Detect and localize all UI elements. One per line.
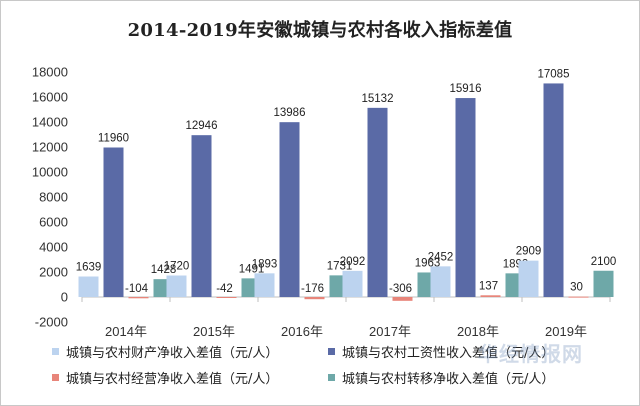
- data-label: 1428: [151, 264, 177, 276]
- x-tick-label: 2018年: [457, 324, 499, 339]
- y-tick-label: 0: [61, 290, 68, 305]
- data-label: 137: [479, 280, 498, 292]
- data-label: 2909: [516, 246, 542, 258]
- bar: [191, 135, 212, 297]
- data-label: -42: [216, 283, 233, 295]
- bar: [430, 266, 451, 297]
- x-tick-label: 2017年: [369, 324, 411, 339]
- x-tick-label: 2019年: [545, 324, 587, 339]
- y-tick-label: 8000: [39, 190, 68, 205]
- x-tick-label: 2016年: [281, 324, 323, 339]
- data-label: 1731: [327, 260, 353, 272]
- data-label: 2452: [428, 251, 454, 263]
- watermark-text: 华经情报网: [478, 342, 583, 366]
- bar: [518, 260, 539, 297]
- bar: [128, 297, 149, 299]
- bar: [166, 275, 187, 297]
- bar: [78, 276, 99, 297]
- legend-swatch-property: [52, 348, 59, 355]
- legend-item-operating: 城镇与农村经营净收入差值（元/人）: [52, 368, 278, 387]
- bar: [455, 98, 476, 297]
- bar: [593, 270, 614, 297]
- bar: [216, 297, 237, 298]
- data-label: -104: [125, 283, 149, 295]
- data-label: 1491: [239, 263, 265, 275]
- y-tick-label: 12000: [32, 140, 68, 155]
- legend-label-transfer: 城镇与农村转移净收入差值（元/人）: [342, 372, 555, 387]
- data-label: 1720: [164, 261, 190, 273]
- legend-item-transfer: 城镇与农村转移净收入差值（元/人）: [328, 368, 554, 387]
- bar: [103, 147, 124, 297]
- legend-swatch-transfer: [328, 374, 335, 381]
- bar: [304, 297, 325, 300]
- legend-item-wage: 城镇与农村工资性收入差值（元/人）: [328, 342, 554, 361]
- legend-swatch-wage: [328, 348, 335, 355]
- bar: [568, 296, 589, 298]
- data-label: 30: [570, 282, 583, 294]
- data-label: 1893: [252, 258, 278, 270]
- bar: [279, 122, 300, 297]
- y-tick-label: 6000: [39, 215, 68, 230]
- x-tick-label: 2015年: [193, 324, 235, 339]
- data-label: 2092: [340, 256, 366, 268]
- data-label: -306: [389, 283, 412, 295]
- legend-item-property: 城镇与农村财产净收入差值（元/人）: [52, 342, 278, 361]
- bar: [254, 273, 275, 297]
- chart-title: 2014-2019年安徽城镇与农村各收入指标差值: [127, 20, 513, 41]
- data-label: 11960: [98, 133, 129, 145]
- y-tick-label: 2000: [39, 265, 68, 280]
- y-tick-label: 18000: [32, 65, 68, 80]
- data-label: 12946: [186, 120, 218, 132]
- legend-label-wage: 城镇与农村工资性收入差值（元/人）: [342, 346, 555, 361]
- data-label: 15132: [362, 93, 394, 105]
- y-tick-label: 14000: [32, 115, 68, 130]
- legend-label-operating: 城镇与农村经营净收入差值（元/人）: [66, 372, 279, 387]
- y-tick-label: 10000: [32, 165, 68, 180]
- legend-label-property: 城镇与农村财产净收入差值（元/人）: [66, 346, 279, 361]
- x-tick-label: 2014年: [105, 324, 147, 339]
- bar: [392, 297, 413, 301]
- bar: [543, 83, 564, 297]
- data-label: 17085: [538, 68, 570, 80]
- bar: [342, 270, 363, 297]
- bar: [367, 107, 388, 297]
- data-label: 2100: [591, 256, 617, 268]
- bar: [480, 295, 501, 297]
- y-tick-label: -2000: [35, 315, 68, 330]
- y-tick-label: 16000: [32, 90, 68, 105]
- data-label: 15916: [450, 83, 482, 95]
- data-label: 1639: [76, 262, 102, 274]
- y-tick-label: 4000: [39, 240, 68, 255]
- data-label: -176: [301, 283, 324, 295]
- data-label: 13986: [274, 107, 306, 119]
- legend-swatch-operating: [52, 374, 59, 381]
